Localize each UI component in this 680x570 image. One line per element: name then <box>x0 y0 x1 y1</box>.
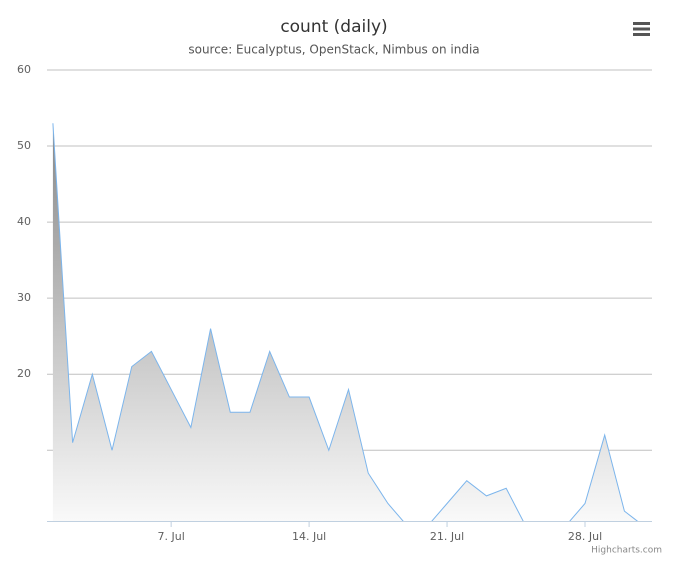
x-tick-label: 21. Jul <box>430 530 464 543</box>
y-tick-label: 20 <box>17 367 31 380</box>
y-tick-label: 30 <box>17 291 31 304</box>
chart-title: count (daily) <box>280 17 387 37</box>
menu-bar <box>633 33 650 36</box>
menu-button[interactable] <box>626 16 656 42</box>
area-fill <box>52 123 638 521</box>
menu-bar <box>633 22 650 25</box>
series-line <box>52 123 639 521</box>
y-tick-label: 60 <box>17 63 31 76</box>
credits[interactable]: Highcharts.com <box>591 546 662 556</box>
x-tick-label: 7. Jul <box>158 530 185 543</box>
x-tick-label: 14. Jul <box>292 530 326 543</box>
chart-subtitle: source: Eucalyptus, OpenStack, Nimbus on… <box>188 43 479 57</box>
x-tick-label: 28. Jul <box>568 530 602 543</box>
menu-bar <box>633 27 650 31</box>
y-tick-label: 50 <box>17 139 31 152</box>
y-tick-label: 40 <box>17 215 31 228</box>
plot-area <box>52 123 639 521</box>
